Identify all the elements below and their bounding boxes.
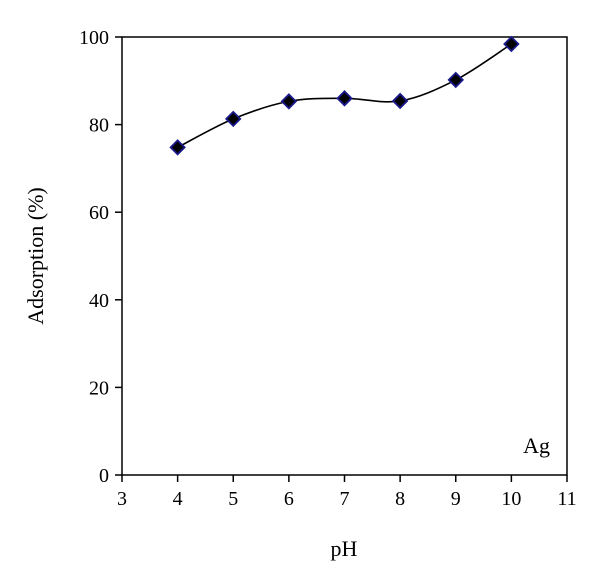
data-point-marker <box>336 90 353 107</box>
markers <box>169 35 520 156</box>
tick-labels: 3 4 5 6 7 8 9 10 11 0 20 40 60 80 100 <box>79 27 577 510</box>
x-tick-label: 8 <box>395 488 405 510</box>
y-tick-label: 20 <box>89 377 109 399</box>
data-point-marker <box>391 92 409 110</box>
y-tick-label: 100 <box>79 27 109 49</box>
annotation-label: Ag <box>523 433 550 458</box>
x-tick-label: 4 <box>173 488 183 510</box>
x-tick-label: 10 <box>501 488 521 510</box>
data-point-marker <box>503 35 520 53</box>
x-tick-label: 3 <box>117 488 127 510</box>
y-tick-label: 80 <box>89 115 109 137</box>
x-axis-label: pH <box>331 536 358 561</box>
data-point-marker <box>280 93 298 110</box>
x-tick-label: 9 <box>451 488 461 510</box>
y-tick-label: 0 <box>99 465 109 487</box>
x-tick-label: 11 <box>557 488 576 510</box>
y-tick-label: 40 <box>89 290 109 312</box>
ticks <box>115 36 568 482</box>
data-point-marker <box>447 71 465 89</box>
x-tick-label: 5 <box>228 488 238 510</box>
data-point-marker <box>224 110 242 128</box>
y-tick-label: 60 <box>89 202 109 224</box>
y-axis-label: Adsorption (%) <box>23 187 48 324</box>
x-tick-label: 7 <box>340 488 350 510</box>
data-point-marker <box>169 139 186 156</box>
x-tick-label: 6 <box>284 488 294 510</box>
plot-area <box>121 36 568 476</box>
